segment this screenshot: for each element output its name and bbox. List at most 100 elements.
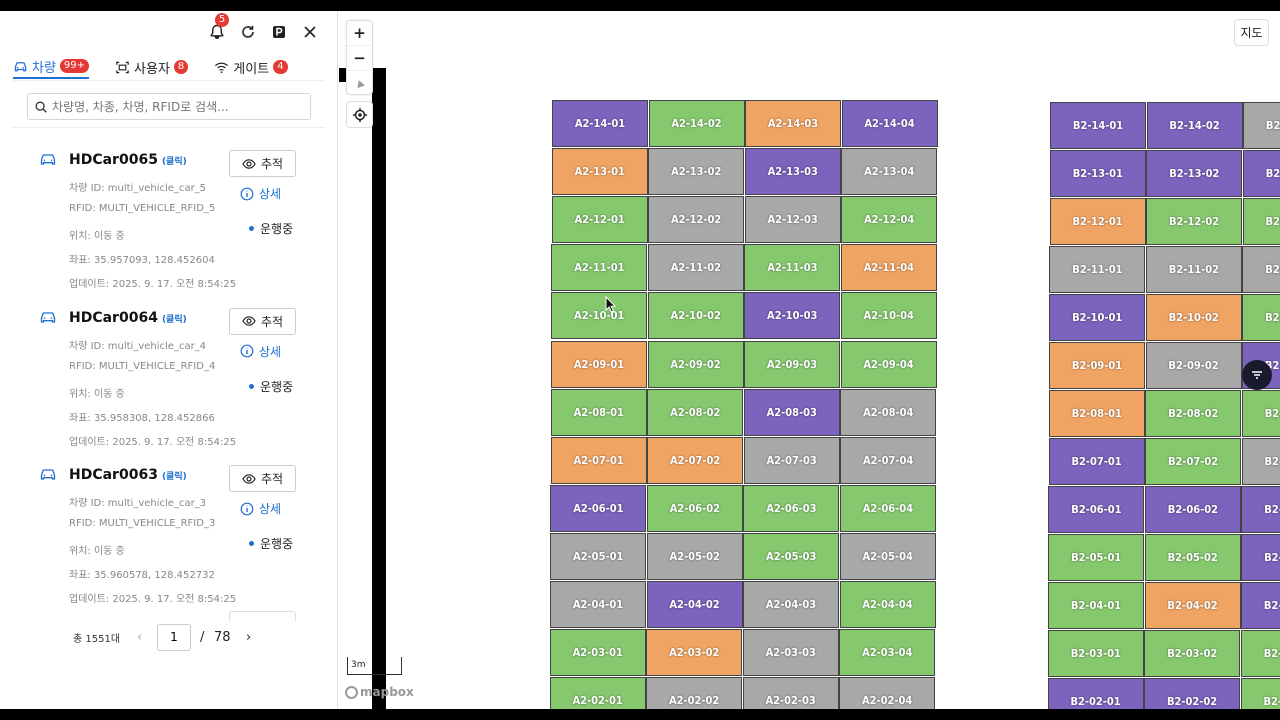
parking-slot[interactable]: A2-13-02 bbox=[648, 148, 745, 196]
parking-slot[interactable]: A2-09-04 bbox=[840, 340, 937, 388]
parking-slot[interactable]: A2-05-02 bbox=[646, 532, 743, 580]
map-view[interactable]: + − 지도 3m mapbox A2-14-01 A2-14-02 A2-14-0… bbox=[339, 11, 1280, 709]
parking-slot[interactable]: A2-08-01 bbox=[550, 388, 647, 436]
parking-slot[interactable]: A2-05-03 bbox=[743, 532, 840, 580]
parking-slot[interactable]: A2-02-03 bbox=[742, 677, 839, 709]
parking-slot[interactable]: A2-06-04 bbox=[839, 484, 936, 532]
map-style-toggle[interactable]: 지도 bbox=[1234, 19, 1269, 46]
detail-button[interactable]: 상세 bbox=[240, 500, 281, 517]
parking-slot[interactable]: A2-14-01 bbox=[552, 100, 648, 147]
mapbox-logo[interactable]: mapbox bbox=[345, 685, 414, 699]
tab-vehicles[interactable]: 차량 99+ bbox=[13, 55, 90, 79]
parking-slot[interactable]: A2-14-04 bbox=[841, 100, 938, 147]
vehicle-name-link[interactable]: HDCar0064 (클릭) bbox=[69, 310, 187, 326]
parking-slot[interactable]: B2-12-02 bbox=[1146, 198, 1243, 245]
detail-button[interactable]: 상세 bbox=[240, 343, 281, 360]
parking-slot[interactable]: A2-10-03 bbox=[744, 292, 841, 340]
parking-slot[interactable]: A2-06-01 bbox=[550, 484, 647, 532]
parking-slot[interactable]: B2-09-02 bbox=[1145, 342, 1242, 389]
parking-slot[interactable]: A2-03-04 bbox=[839, 629, 936, 677]
parking-slot[interactable]: A2-12-01 bbox=[551, 196, 648, 244]
vehicle-name-link[interactable]: HDCar0065 (클릭) bbox=[69, 152, 187, 168]
parking-slot[interactable]: B2-02-01 bbox=[1047, 678, 1144, 709]
parking-slot[interactable]: A2-08-04 bbox=[840, 388, 937, 436]
parking-slot[interactable]: A2-12-04 bbox=[841, 196, 938, 244]
parking-slot[interactable]: A2-07-02 bbox=[647, 436, 744, 484]
filter-fab-button[interactable] bbox=[1242, 360, 1272, 390]
parking-slot[interactable]: A2-13-01 bbox=[551, 148, 648, 196]
parking-slot[interactable]: A2-02-01 bbox=[549, 677, 646, 709]
parking-slot[interactable]: A2-04-04 bbox=[839, 581, 936, 628]
parking-slot[interactable]: B2-05-02 bbox=[1144, 534, 1241, 581]
parking-slot[interactable]: A2-12-02 bbox=[648, 196, 745, 244]
parking-slot[interactable]: A2-08-02 bbox=[647, 388, 744, 436]
parking-slot[interactable]: B2-14-01 bbox=[1050, 102, 1146, 149]
compass-button[interactable] bbox=[347, 71, 372, 96]
parking-slot[interactable]: B2-06-01 bbox=[1048, 486, 1145, 533]
parking-slot[interactable]: A2-07-03 bbox=[743, 436, 840, 484]
parking-slot[interactable]: B2-11-03 bbox=[1242, 246, 1280, 293]
parking-slot[interactable]: B2-13-03 bbox=[1242, 150, 1280, 197]
parking-slot[interactable]: B2-08-03 bbox=[1241, 390, 1280, 437]
track-button[interactable]: 추적 bbox=[229, 150, 296, 177]
refresh-button[interactable] bbox=[232, 21, 263, 43]
zoom-in-button[interactable]: + bbox=[347, 21, 372, 46]
parking-slot[interactable]: A2-14-03 bbox=[745, 100, 841, 147]
detail-button[interactable]: 상세 bbox=[240, 185, 281, 202]
parking-slot[interactable]: B2-09-01 bbox=[1049, 342, 1145, 389]
parking-slot[interactable]: A2-10-01 bbox=[551, 292, 648, 340]
parking-slot[interactable]: B2-02-03 bbox=[1240, 678, 1280, 709]
parking-slot[interactable]: A2-04-02 bbox=[646, 581, 743, 628]
search-input[interactable] bbox=[52, 99, 302, 114]
parking-slot[interactable]: B2-08-02 bbox=[1145, 390, 1242, 437]
parking-slot[interactable]: A2-13-03 bbox=[744, 148, 841, 196]
parking-slot[interactable]: B2-12-03 bbox=[1242, 198, 1280, 245]
parking-slot[interactable]: B2-10-01 bbox=[1049, 294, 1146, 341]
parking-slot[interactable]: A2-11-01 bbox=[551, 244, 648, 292]
parking-slot[interactable]: A2-07-01 bbox=[550, 436, 647, 484]
parking-slot[interactable]: B2-10-02 bbox=[1145, 294, 1242, 341]
parking-slot[interactable]: A2-05-04 bbox=[839, 532, 936, 580]
parking-slot[interactable]: B2-14-03 bbox=[1243, 102, 1280, 149]
parking-slot[interactable]: A2-08-03 bbox=[743, 388, 840, 436]
parking-slot[interactable]: B2-06-02 bbox=[1144, 486, 1241, 533]
parking-slot[interactable]: A2-12-03 bbox=[744, 196, 841, 244]
parking-slot[interactable]: B2-07-01 bbox=[1048, 438, 1145, 485]
parking-slot[interactable]: B2-03-02 bbox=[1144, 630, 1241, 677]
parking-slot[interactable]: B2-05-01 bbox=[1048, 534, 1145, 581]
parking-slot[interactable]: B2-07-02 bbox=[1145, 438, 1242, 485]
parking-slot[interactable]: A2-10-04 bbox=[840, 292, 937, 340]
parking-slot[interactable]: A2-10-02 bbox=[647, 292, 744, 340]
parking-slot[interactable]: A2-03-01 bbox=[549, 629, 646, 677]
parking-slot[interactable]: A2-09-03 bbox=[744, 340, 840, 388]
vehicle-name-link[interactable]: HDCar0063 (클릭) bbox=[69, 467, 187, 483]
parking-slot[interactable]: A2-06-02 bbox=[646, 484, 743, 532]
parking-slot[interactable]: A2-11-03 bbox=[744, 244, 841, 292]
parking-slot[interactable]: B2-04-01 bbox=[1048, 582, 1144, 629]
parking-slot[interactable]: B2-13-02 bbox=[1146, 150, 1243, 197]
parking-slot[interactable]: B2-04-02 bbox=[1144, 582, 1241, 629]
geolocate-button[interactable] bbox=[346, 101, 373, 128]
track-button[interactable]: 추적 bbox=[229, 307, 296, 335]
parking-slot[interactable]: A2-05-01 bbox=[550, 532, 647, 580]
parking-button[interactable] bbox=[263, 21, 294, 43]
parking-slot[interactable]: B2-03-01 bbox=[1047, 630, 1144, 677]
parking-slot[interactable]: B2-11-01 bbox=[1049, 246, 1146, 293]
parking-slot[interactable]: B2-07-03 bbox=[1241, 438, 1280, 485]
parking-slot[interactable]: B2-02-02 bbox=[1144, 678, 1241, 709]
parking-slot[interactable]: B2-11-02 bbox=[1145, 246, 1242, 293]
parking-slot[interactable]: A2-14-02 bbox=[648, 100, 745, 147]
parking-slot[interactable]: A2-07-04 bbox=[840, 436, 937, 484]
parking-slot[interactable]: A2-03-02 bbox=[646, 629, 743, 677]
parking-slot[interactable]: A2-09-02 bbox=[647, 340, 744, 388]
notification-button[interactable]: 5 bbox=[201, 13, 232, 43]
close-button[interactable] bbox=[294, 21, 325, 43]
parking-slot[interactable]: B2-04-03 bbox=[1241, 582, 1280, 629]
next-page-button[interactable]: › bbox=[246, 629, 252, 645]
parking-slot[interactable]: A2-13-04 bbox=[841, 148, 938, 196]
page-input[interactable] bbox=[157, 623, 191, 651]
parking-slot[interactable]: A2-02-04 bbox=[839, 677, 936, 709]
parking-slot[interactable]: B2-08-01 bbox=[1048, 390, 1145, 437]
tab-users[interactable]: 사용자 8 bbox=[115, 55, 189, 79]
parking-slot[interactable]: A2-11-04 bbox=[840, 244, 937, 292]
